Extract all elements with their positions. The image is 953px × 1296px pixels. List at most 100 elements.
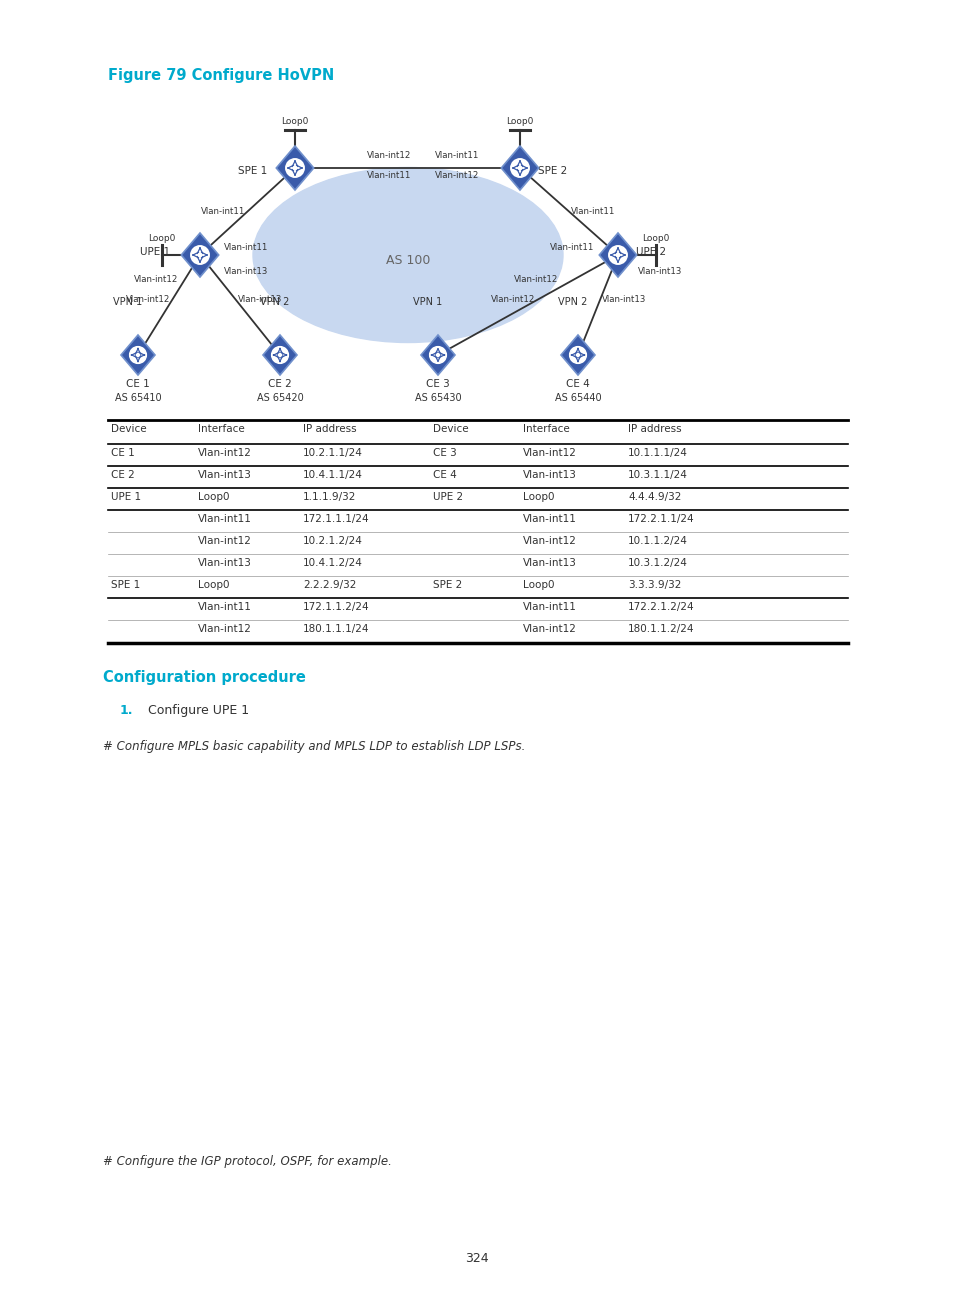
Text: CE 3: CE 3 (426, 378, 450, 389)
Text: 3.3.3.9/32: 3.3.3.9/32 (627, 581, 680, 590)
Text: Vlan-int12: Vlan-int12 (198, 448, 252, 457)
Text: Vlan-int12: Vlan-int12 (133, 275, 178, 284)
Text: 172.2.1.1/24: 172.2.1.1/24 (627, 515, 694, 524)
Circle shape (569, 346, 586, 363)
Circle shape (510, 159, 529, 178)
Text: IP address: IP address (627, 424, 680, 434)
Text: Vlan-int13: Vlan-int13 (224, 267, 268, 276)
Text: 1.: 1. (120, 704, 133, 717)
Text: Configuration procedure: Configuration procedure (103, 670, 306, 686)
Text: Vlan-int11: Vlan-int11 (571, 207, 615, 216)
Text: Vlan-int12: Vlan-int12 (367, 152, 411, 159)
Text: VPN 2: VPN 2 (260, 297, 290, 307)
Polygon shape (420, 334, 455, 375)
Text: Vlan-int13: Vlan-int13 (198, 470, 252, 480)
Polygon shape (121, 334, 154, 375)
Polygon shape (181, 233, 218, 277)
Text: 4.4.4.9/32: 4.4.4.9/32 (627, 492, 680, 502)
Text: UPE 2: UPE 2 (433, 492, 462, 502)
Text: 324: 324 (465, 1252, 488, 1265)
Text: Vlan-int11: Vlan-int11 (522, 515, 577, 524)
Text: Vlan-int11: Vlan-int11 (434, 152, 478, 159)
Text: UPE 1: UPE 1 (111, 492, 141, 502)
Text: 10.1.1.1/24: 10.1.1.1/24 (627, 448, 687, 457)
Text: Vlan-int13: Vlan-int13 (522, 470, 577, 480)
Text: Vlan-int11: Vlan-int11 (201, 207, 245, 216)
Text: 10.4.1.1/24: 10.4.1.1/24 (303, 470, 362, 480)
Text: CE 1: CE 1 (126, 378, 150, 389)
Text: Vlan-int13: Vlan-int13 (638, 267, 681, 276)
Text: Loop0: Loop0 (198, 581, 230, 590)
Text: Loop0: Loop0 (148, 235, 175, 244)
Text: Vlan-int11: Vlan-int11 (198, 515, 252, 524)
Polygon shape (560, 334, 595, 375)
Circle shape (286, 159, 304, 178)
Text: 180.1.1.1/24: 180.1.1.1/24 (303, 623, 369, 634)
Text: Loop0: Loop0 (198, 492, 230, 502)
Text: CE 2: CE 2 (111, 470, 134, 480)
Text: AS 65440: AS 65440 (554, 393, 600, 403)
Text: AS 65430: AS 65430 (415, 393, 461, 403)
Text: Device: Device (111, 424, 147, 434)
Text: AS 65420: AS 65420 (256, 393, 303, 403)
Text: VPN 1: VPN 1 (113, 297, 143, 307)
Circle shape (429, 346, 446, 363)
Text: CE 2: CE 2 (268, 378, 292, 389)
Text: 1.1.1.9/32: 1.1.1.9/32 (303, 492, 356, 502)
Text: Vlan-int12: Vlan-int12 (490, 295, 535, 305)
Text: Vlan-int13: Vlan-int13 (522, 559, 577, 568)
Text: Vlan-int12: Vlan-int12 (522, 623, 577, 634)
Text: CE 3: CE 3 (433, 448, 456, 457)
Text: # Configure MPLS basic capability and MPLS LDP to establish LDP LSPs.: # Configure MPLS basic capability and MP… (103, 740, 525, 753)
Circle shape (272, 346, 288, 363)
Text: SPE 1: SPE 1 (237, 166, 267, 176)
Text: 172.1.1.1/24: 172.1.1.1/24 (303, 515, 369, 524)
Text: Loop0: Loop0 (641, 235, 669, 244)
Text: 10.2.1.2/24: 10.2.1.2/24 (303, 537, 362, 546)
Polygon shape (500, 146, 538, 191)
Text: Vlan-int12: Vlan-int12 (522, 448, 577, 457)
Text: SPE 1: SPE 1 (111, 581, 140, 590)
Text: Interface: Interface (198, 424, 245, 434)
Text: Vlan-int11: Vlan-int11 (367, 171, 411, 180)
Circle shape (130, 346, 146, 363)
Text: 180.1.1.2/24: 180.1.1.2/24 (627, 623, 694, 634)
Text: SPE 2: SPE 2 (433, 581, 462, 590)
Text: IP address: IP address (303, 424, 356, 434)
Text: Interface: Interface (522, 424, 569, 434)
Text: Vlan-int11: Vlan-int11 (224, 244, 268, 251)
Text: CE 4: CE 4 (433, 470, 456, 480)
Text: UPE 1: UPE 1 (140, 248, 170, 257)
Text: VPN 2: VPN 2 (558, 297, 587, 307)
Circle shape (608, 246, 626, 264)
Text: 2.2.2.9/32: 2.2.2.9/32 (303, 581, 356, 590)
Text: CE 1: CE 1 (111, 448, 134, 457)
Text: SPE 2: SPE 2 (537, 166, 567, 176)
Text: Vlan-int13: Vlan-int13 (601, 295, 646, 305)
Text: 10.3.1.1/24: 10.3.1.1/24 (627, 470, 687, 480)
Text: Loop0: Loop0 (522, 581, 554, 590)
Text: Vlan-int12: Vlan-int12 (198, 537, 252, 546)
Text: AS 65410: AS 65410 (114, 393, 161, 403)
Ellipse shape (253, 167, 562, 342)
Text: UPE 2: UPE 2 (636, 248, 665, 257)
Polygon shape (276, 146, 314, 191)
Text: Vlan-int11: Vlan-int11 (522, 603, 577, 612)
Text: Vlan-int13: Vlan-int13 (198, 559, 252, 568)
Text: Vlan-int12: Vlan-int12 (522, 537, 577, 546)
Text: AS 100: AS 100 (385, 254, 430, 267)
Text: 172.2.1.2/24: 172.2.1.2/24 (627, 603, 694, 612)
Text: Vlan-int12: Vlan-int12 (126, 295, 170, 305)
Polygon shape (598, 233, 636, 277)
Text: VPN 1: VPN 1 (413, 297, 442, 307)
Polygon shape (263, 334, 296, 375)
Text: 172.1.1.2/24: 172.1.1.2/24 (303, 603, 369, 612)
Text: Loop0: Loop0 (506, 117, 533, 126)
Text: Vlan-int12: Vlan-int12 (198, 623, 252, 634)
Text: Vlan-int11: Vlan-int11 (198, 603, 252, 612)
Text: Vlan-int12: Vlan-int12 (513, 275, 558, 284)
Text: 10.2.1.1/24: 10.2.1.1/24 (303, 448, 362, 457)
Text: Device: Device (433, 424, 468, 434)
Circle shape (191, 246, 209, 264)
Text: Vlan-int13: Vlan-int13 (237, 295, 282, 305)
